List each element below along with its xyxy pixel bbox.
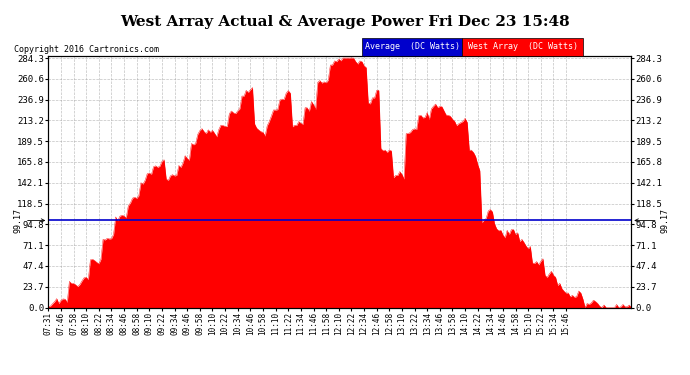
Text: Average  (DC Watts): Average (DC Watts) <box>365 42 460 51</box>
Text: 99.17: 99.17 <box>13 208 45 233</box>
Text: Copyright 2016 Cartronics.com: Copyright 2016 Cartronics.com <box>14 45 159 54</box>
Text: 99.17: 99.17 <box>635 208 669 233</box>
Text: West Array Actual & Average Power Fri Dec 23 15:48: West Array Actual & Average Power Fri De… <box>120 15 570 29</box>
Text: West Array  (DC Watts): West Array (DC Watts) <box>468 42 578 51</box>
